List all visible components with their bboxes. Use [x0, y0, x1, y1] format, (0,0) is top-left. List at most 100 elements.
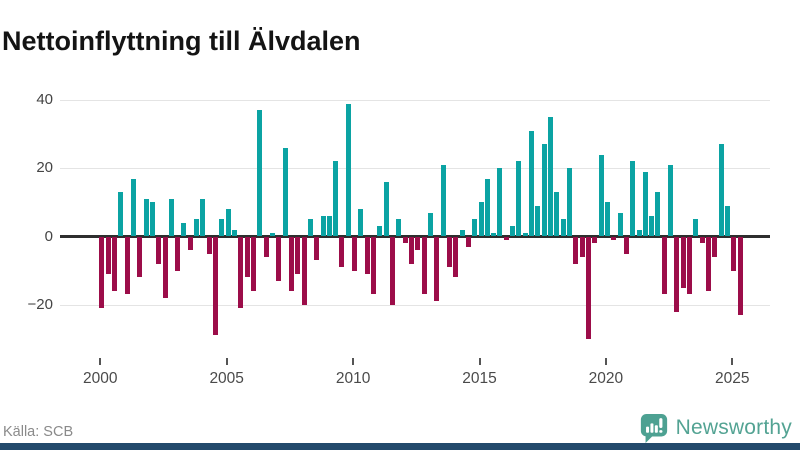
bar-2003-q4 [194, 219, 200, 237]
bar-2011-q4 [396, 219, 402, 237]
bar-2023-q2 [687, 236, 693, 295]
bar-2010-q3 [364, 236, 370, 274]
bar-2023-q4 [699, 236, 705, 244]
bar-2015-q3 [491, 233, 497, 237]
bar-2025-q1 [731, 236, 737, 271]
bar-2003-q3 [187, 236, 193, 251]
bar-2012-q4 [421, 236, 427, 295]
bar-2023-q1 [680, 236, 686, 288]
bar-2002-q1 [149, 202, 155, 237]
bar-2005-q3 [238, 236, 244, 309]
bar-2014-q3 [465, 236, 471, 247]
x-axis-tick-2020 [604, 358, 607, 365]
bar-2013-q2 [434, 236, 440, 302]
bar-2022-q1 [655, 192, 661, 237]
bar-2003-q1 [175, 236, 181, 271]
bar-2004-q2 [206, 236, 212, 254]
bar-2017-q1 [529, 130, 535, 237]
footer-color-strip [0, 443, 800, 450]
bar-2007-q1 [276, 236, 282, 281]
bar-2021-q2 [636, 229, 642, 237]
bar-2018-q2 [560, 219, 566, 237]
bar-2015-q2 [484, 178, 490, 237]
gridline-20 [60, 168, 770, 170]
bar-2020-q3 [617, 212, 623, 237]
newsworthy-chart-bubble-icon [639, 412, 669, 444]
bar-2024-q3 [718, 144, 724, 237]
bar-2019-q2 [585, 236, 591, 339]
bar-2010-q2 [358, 209, 364, 237]
bar-2000-q2 [105, 236, 111, 274]
bar-2005-q4 [244, 236, 250, 278]
bar-2016-q1 [503, 236, 509, 240]
bar-2019-q3 [592, 236, 598, 244]
bar-2001-q1 [124, 236, 130, 295]
x-axis-label-2025: 2025 [715, 370, 750, 387]
bar-2013-q4 [446, 236, 452, 268]
bar-2004-q1 [200, 198, 206, 237]
bar-2000-q3 [111, 236, 117, 292]
x-axis-label-2020: 2020 [588, 370, 624, 387]
bar-2009-q2 [333, 161, 339, 237]
y-axis-label-40: 40 [36, 91, 53, 109]
x-axis-label-2000: 2000 [83, 370, 118, 387]
x-axis-tick-2010 [352, 358, 355, 365]
bar-2021-q1 [630, 161, 636, 237]
bar-2024-q1 [706, 236, 712, 292]
bar-2014-q1 [453, 236, 459, 278]
source-attribution: Källa: SCB [3, 424, 74, 440]
x-axis-tick-2025 [731, 358, 734, 365]
newsworthy-logo[interactable]: Newsworthy [639, 412, 792, 444]
y-axis-label-20: 20 [36, 159, 53, 177]
bar-2021-q4 [649, 216, 655, 237]
bar-2020-q2 [611, 236, 617, 240]
bar-2012-q2 [408, 236, 414, 264]
gridline-40 [60, 100, 770, 102]
bar-2024-q4 [724, 205, 730, 237]
bar-2015-q1 [478, 202, 484, 237]
bar-2008-q4 [320, 216, 326, 237]
bar-2012-q1 [402, 236, 408, 244]
bar-2008-q2 [307, 219, 313, 237]
bar-2022-q3 [668, 164, 674, 237]
bar-2010-q1 [352, 236, 358, 271]
x-axis-label-2010: 2010 [335, 370, 371, 387]
bar-2006-q3 [263, 236, 269, 257]
bar-2009-q3 [339, 236, 345, 268]
bar-2016-q4 [522, 233, 528, 237]
bar-2007-q2 [282, 147, 288, 237]
bar-2017-q4 [548, 117, 554, 237]
bar-2018-q3 [566, 168, 572, 237]
bar-2018-q4 [573, 236, 579, 264]
bar-2004-q3 [213, 236, 219, 336]
bar-2003-q2 [181, 222, 187, 237]
bar-2022-q2 [661, 236, 667, 295]
bar-2006-q1 [250, 236, 256, 292]
x-axis-tick-2000 [99, 358, 102, 365]
bar-2002-q4 [168, 198, 174, 237]
bar-2007-q4 [295, 236, 301, 274]
bar-2011-q1 [377, 226, 383, 237]
bar-2023-q3 [693, 219, 699, 237]
page-title: Nettoinflyttning till Älvdalen [2, 26, 361, 57]
brand-wordmark: Newsworthy [675, 416, 792, 439]
bar-2019-q4 [598, 154, 604, 237]
x-axis-label-2005: 2005 [209, 370, 244, 387]
bar-2000-q1 [99, 236, 105, 309]
bar-2008-q3 [314, 236, 320, 261]
bar-2012-q3 [415, 236, 421, 251]
x-axis-tick-2015 [478, 358, 481, 365]
bar-2016-q3 [516, 161, 522, 237]
bar-2007-q3 [288, 236, 294, 292]
y-axis-label--20: −20 [27, 295, 53, 313]
bar-2001-q2 [130, 178, 136, 237]
bar-2020-q4 [623, 236, 629, 254]
bar-2016-q2 [510, 226, 516, 237]
bar-2014-q2 [459, 229, 465, 237]
x-axis-tick-2005 [225, 358, 228, 365]
bar-2022-q4 [674, 236, 680, 312]
bar-2021-q3 [642, 171, 648, 237]
bar-2010-q4 [371, 236, 377, 295]
